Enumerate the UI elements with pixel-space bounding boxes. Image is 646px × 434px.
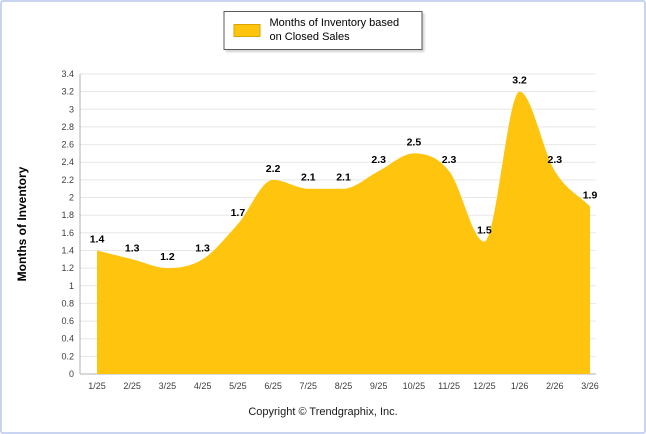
y-tick-label: 2.2 [61, 175, 74, 185]
legend-label: Months of Inventory based on Closed Sale… [269, 17, 400, 44]
x-tick-label: 3/25 [159, 381, 177, 391]
y-tick-label: 3 [69, 104, 74, 114]
y-tick-label: 2.8 [61, 122, 74, 132]
data-label: 1.4 [90, 234, 105, 246]
data-label: 2.3 [371, 154, 386, 166]
data-label: 1.3 [125, 242, 140, 254]
legend-swatch [233, 23, 261, 37]
y-tick-label: 1.4 [61, 246, 74, 256]
data-label: 1.9 [583, 189, 598, 201]
y-tick-label: 1 [69, 281, 74, 291]
x-tick-label: 8/25 [335, 381, 353, 391]
data-label: 1.2 [160, 251, 175, 263]
data-label: 2.3 [442, 154, 457, 166]
area-series [97, 91, 590, 374]
y-tick-label: 0.8 [61, 298, 74, 308]
x-tick-label: 2/25 [123, 381, 141, 391]
data-label: 1.3 [195, 242, 210, 254]
data-label: 1.5 [477, 225, 492, 237]
y-tick-label: 0.4 [61, 334, 74, 344]
x-tick-label: 12/25 [473, 381, 496, 391]
data-label: 2.5 [407, 136, 422, 148]
data-label: 2.1 [301, 172, 316, 184]
x-tick-label: 1/26 [511, 381, 529, 391]
x-tick-label: 7/25 [300, 381, 318, 391]
copyright-text: Copyright © Trendgraphix, Inc. [248, 406, 398, 418]
y-tick-label: 2 [69, 193, 74, 203]
y-tick-label: 2.6 [61, 140, 74, 150]
y-tick-label: 1.6 [61, 228, 74, 238]
y-tick-label: 3.2 [61, 87, 74, 97]
y-tick-label: 0.2 [61, 351, 74, 361]
x-tick-label: 6/25 [264, 381, 282, 391]
data-label: 2.3 [547, 154, 562, 166]
legend: Months of Inventory based on Closed Sale… [223, 11, 423, 50]
data-label: 2.1 [336, 172, 351, 184]
x-tick-label: 5/25 [229, 381, 247, 391]
x-tick-label: 1/25 [88, 381, 106, 391]
data-label: 3.2 [512, 75, 527, 87]
x-tick-label: 9/25 [370, 381, 388, 391]
y-tick-label: 1.2 [61, 263, 74, 273]
x-tick-label: 4/25 [194, 381, 212, 391]
y-tick-label: 0 [69, 369, 74, 379]
y-tick-label: 2.4 [61, 157, 74, 167]
data-label: 1.7 [231, 207, 246, 219]
x-tick-label: 3/26 [581, 381, 599, 391]
x-tick-label: 10/25 [403, 381, 426, 391]
y-tick-label: 0.6 [61, 316, 74, 326]
x-tick-label: 2/26 [546, 381, 564, 391]
data-label: 2.2 [266, 163, 281, 175]
y-tick-label: 3.4 [61, 69, 74, 79]
x-tick-label: 11/25 [438, 381, 460, 391]
y-tick-label: 1.8 [61, 210, 74, 220]
